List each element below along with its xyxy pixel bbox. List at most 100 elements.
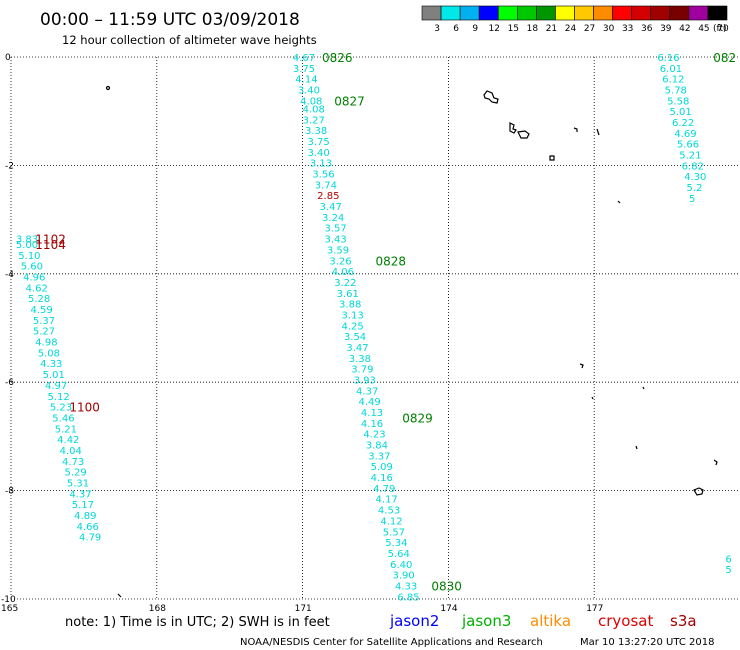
swh-value: 5.31 <box>67 478 89 489</box>
color-scale-legend: 3 6 9 12 15 18 21 24 27 30 33 36 39 42 45 70(ft) <box>421 5 729 34</box>
swh-value: 5 <box>689 194 695 205</box>
swh-value: 5.34 <box>385 538 407 549</box>
pass-time-label: 0827 <box>334 94 365 108</box>
y-tick-label: -2 <box>5 161 14 171</box>
swh-value: 3.40 <box>298 86 320 97</box>
satellite-name: altika <box>530 612 571 630</box>
swh-value: 3.38 <box>305 126 327 137</box>
swh-value: 5.28 <box>28 294 50 305</box>
color-swatch <box>574 5 594 21</box>
swh-value: 4.79 <box>373 484 395 495</box>
swh-value: 5.57 <box>383 527 405 538</box>
swh-value: 5.37 <box>33 316 55 327</box>
swh-value: 3.57 <box>324 224 346 235</box>
color-scale-label: 42 <box>679 24 690 34</box>
swh-value: 3.74 <box>315 180 337 191</box>
color-swatch <box>517 5 537 21</box>
swh-value: 5.08 <box>38 348 60 359</box>
island <box>509 122 517 134</box>
y-tick-label: -4 <box>5 270 14 280</box>
swh-value: 4.16 <box>361 419 383 430</box>
x-tick-label: 165 <box>1 604 18 614</box>
swh-value: 5.58 <box>667 96 689 107</box>
swh-value: 3.84 <box>366 441 388 452</box>
swh-value: 4.67 <box>293 53 315 64</box>
swh-value: 5.09 <box>371 462 393 473</box>
color-scale-label: 6 <box>453 24 459 34</box>
color-scale-label: 45 <box>698 24 709 34</box>
swh-value: 4.16 <box>371 473 393 484</box>
footer-credit: NOAA/NESDIS Center for Satellite Applica… <box>240 637 543 648</box>
swh-value: 4.25 <box>341 321 363 332</box>
color-swatch <box>612 5 632 21</box>
island <box>591 396 594 400</box>
grid-lines <box>10 56 740 600</box>
swh-value: 5.78 <box>665 86 687 97</box>
swh-value: 3.26 <box>329 256 351 267</box>
color-scale-label: 33 <box>622 24 633 34</box>
island <box>617 200 621 204</box>
swh-value: 3.59 <box>327 245 349 256</box>
pass-time-label: 1104 <box>35 238 66 252</box>
island <box>642 386 645 390</box>
island <box>483 90 499 104</box>
swh-value: 5.2 <box>687 183 703 194</box>
swh-value: 3.61 <box>337 289 359 300</box>
swh-value: 4.33 <box>40 359 62 370</box>
swh-value: 4.73 <box>62 457 84 468</box>
swh-value: 3.13 <box>341 310 363 321</box>
swh-value: 4.33 <box>395 581 417 592</box>
color-swatch <box>669 5 690 21</box>
swh-value: 4.13 <box>361 408 383 419</box>
x-tick-label: 171 <box>295 604 312 614</box>
swh-value: 6.85 <box>397 592 419 603</box>
swh-value: 5.60 <box>21 262 43 273</box>
color-scale-label: 21 <box>546 24 557 34</box>
swh-value: 4.98 <box>35 338 57 349</box>
color-scale-label: 27 <box>584 24 595 34</box>
swh-value: 5.21 <box>679 151 701 162</box>
color-swatch <box>707 5 728 21</box>
swh-value: 3.79 <box>351 365 373 376</box>
swh-value: 4.17 <box>376 495 398 506</box>
swh-value: 4.08 <box>303 104 325 115</box>
swh-value: 4.06 <box>332 267 354 278</box>
x-tick-label: 168 <box>149 604 166 614</box>
coastline-islands <box>105 85 718 598</box>
swh-value: 5.01 <box>43 370 65 381</box>
color-scale-label: 36 <box>641 24 653 34</box>
swh-value: 5.66 <box>677 140 699 151</box>
island <box>635 445 638 450</box>
color-scale-label: 70 <box>717 24 729 34</box>
swh-value: 5.00 <box>16 240 38 251</box>
swh-value: 4.59 <box>30 305 52 316</box>
swh-value: 6.82 <box>682 161 704 172</box>
island <box>713 459 718 466</box>
swh-value: 5.29 <box>64 468 86 479</box>
swh-value: 3.24 <box>322 213 344 224</box>
swh-value: 3.37 <box>368 451 390 462</box>
color-swatch <box>459 5 480 21</box>
swh-value: 5.17 <box>72 500 94 511</box>
wave-height-values: 4.673.754.143.404.084.083.273.383.753.40… <box>16 53 732 603</box>
island <box>549 155 555 161</box>
swh-value: 3.40 <box>307 148 329 159</box>
swh-value: 5.23 <box>50 403 72 414</box>
satellite-name: s3a <box>670 612 697 630</box>
swh-value: 3.47 <box>320 202 342 213</box>
swh-value: 4.23 <box>363 430 385 441</box>
swh-value: 4.62 <box>26 283 48 294</box>
swh-value: 6.12 <box>662 75 684 86</box>
swh-value: 6.01 <box>660 64 682 75</box>
footer-note: note: 1) Time is in UTC; 2) SWH is in fe… <box>65 615 330 630</box>
color-swatch <box>688 5 709 21</box>
swh-value: 3.90 <box>393 571 415 582</box>
color-swatch <box>631 5 652 21</box>
y-tick-label: -6 <box>5 378 14 388</box>
color-swatch <box>555 5 575 21</box>
color-swatch <box>478 5 499 21</box>
footer-timestamp: Mar 10 13:27:20 UTC 2018 <box>580 637 715 648</box>
island <box>693 487 704 496</box>
